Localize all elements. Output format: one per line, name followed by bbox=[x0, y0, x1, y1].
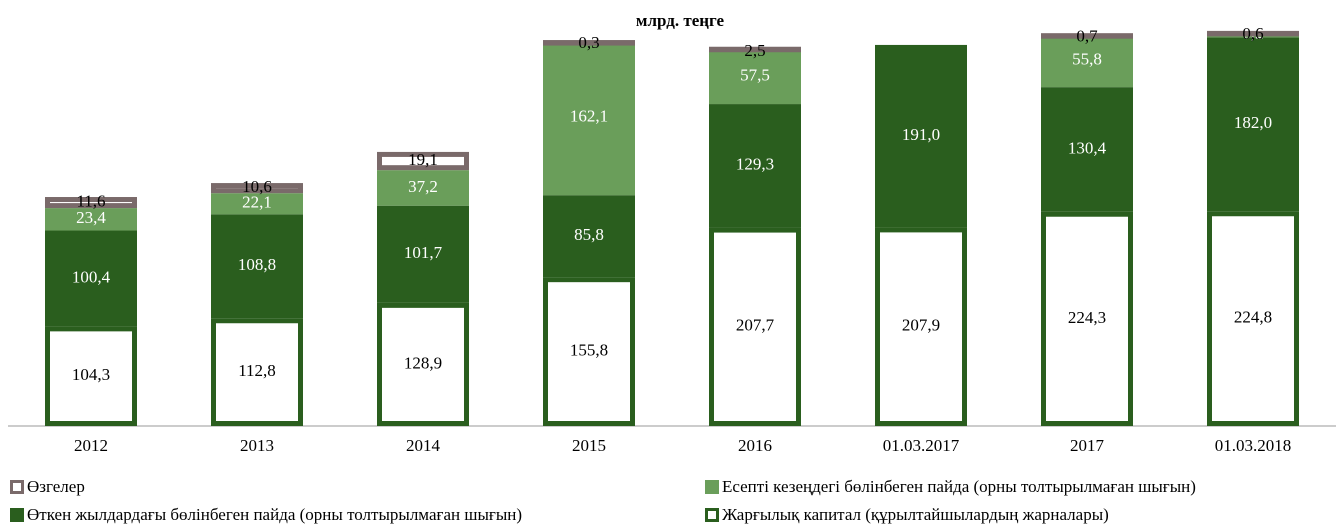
legend-swatch bbox=[10, 508, 24, 522]
x-tick-label: 2012 bbox=[74, 436, 108, 455]
value-label: 182,0 bbox=[1234, 113, 1272, 132]
value-label: 130,4 bbox=[1068, 138, 1107, 157]
bar-segment bbox=[377, 302, 469, 426]
value-label: 129,3 bbox=[736, 155, 774, 174]
bar-segment bbox=[45, 197, 137, 209]
bar-segment bbox=[543, 277, 635, 427]
value-label: 224,8 bbox=[1234, 308, 1272, 327]
legend-swatch bbox=[705, 480, 719, 494]
bar-segment bbox=[543, 195, 635, 278]
x-tick-label: 01.03.2017 bbox=[883, 436, 960, 455]
value-label: 85,8 bbox=[574, 225, 604, 244]
legend-swatch bbox=[705, 508, 719, 522]
value-label: 191,0 bbox=[902, 125, 940, 144]
value-label: 19,1 bbox=[408, 150, 438, 169]
value-label: 162,1 bbox=[570, 107, 608, 126]
x-tick-label: 2014 bbox=[406, 436, 441, 455]
value-label: 0,3 bbox=[578, 33, 599, 52]
value-label: 101,7 bbox=[404, 243, 443, 262]
legend-label: Өткен жылдардағы бөлінбеген пайда (орны … bbox=[27, 505, 522, 524]
value-label: 207,9 bbox=[902, 316, 940, 335]
bar-segment bbox=[543, 40, 635, 46]
bar-segment bbox=[1041, 211, 1133, 426]
bar-segment bbox=[709, 46, 801, 53]
bar-segment bbox=[1207, 211, 1299, 426]
value-label: 23,4 bbox=[76, 208, 106, 227]
bar-segment bbox=[377, 151, 469, 171]
value-label: 11,6 bbox=[76, 191, 105, 210]
x-tick-label: 2013 bbox=[240, 436, 274, 455]
value-label: 108,8 bbox=[238, 255, 276, 274]
legend-label: Есепті кезеңдегі бөлінбеген пайда (орны … bbox=[722, 477, 1196, 496]
bar-segment bbox=[1207, 30, 1299, 37]
legend-swatch bbox=[10, 480, 24, 494]
value-label: 10,6 bbox=[242, 177, 272, 196]
bar-segment bbox=[1041, 33, 1133, 39]
bar-segment bbox=[709, 227, 801, 426]
bar-segment bbox=[377, 170, 469, 206]
value-label: 112,8 bbox=[238, 361, 276, 380]
legend-label: Жарғылық капитал (құрылтайшылардың жарна… bbox=[722, 505, 1109, 524]
bar-segment bbox=[1041, 33, 1133, 88]
bar-segment bbox=[1207, 37, 1299, 212]
bar-segment bbox=[45, 326, 137, 426]
bar-segment bbox=[543, 40, 635, 196]
value-label: 104,3 bbox=[72, 365, 110, 384]
value-label: 55,8 bbox=[1072, 49, 1102, 68]
value-label: 100,4 bbox=[72, 267, 111, 286]
bar-segment bbox=[211, 183, 303, 194]
value-label: 37,2 bbox=[408, 177, 438, 196]
bar-segment bbox=[875, 44, 967, 228]
value-label: 22,1 bbox=[242, 193, 272, 212]
value-label: 57,5 bbox=[740, 66, 770, 85]
x-tick-label: 2016 bbox=[738, 436, 772, 455]
value-label: 0,6 bbox=[1242, 24, 1263, 43]
value-label: 224,3 bbox=[1068, 308, 1106, 327]
chart-title: млрд. теңге bbox=[636, 11, 725, 30]
bar-segment bbox=[377, 205, 469, 303]
x-tick-label: 01.03.2018 bbox=[1215, 436, 1292, 455]
bar-segment bbox=[211, 318, 303, 427]
value-label: 207,7 bbox=[736, 316, 775, 335]
bar-segment bbox=[875, 227, 967, 426]
bar-segment bbox=[45, 230, 137, 327]
x-tick-label: 2017 bbox=[1070, 436, 1105, 455]
bar-segment bbox=[709, 104, 801, 228]
bar-segment bbox=[1041, 87, 1133, 212]
value-label: 155,8 bbox=[570, 340, 608, 359]
bar-segment bbox=[45, 208, 137, 231]
bar-segment bbox=[211, 214, 303, 319]
x-tick-label: 2015 bbox=[572, 436, 606, 455]
value-label: 0,7 bbox=[1076, 26, 1098, 45]
value-label: 128,9 bbox=[404, 353, 442, 372]
legend-label: Өзгелер bbox=[27, 477, 85, 496]
bar-segment bbox=[211, 193, 303, 215]
value-label: 2,5 bbox=[744, 41, 765, 60]
